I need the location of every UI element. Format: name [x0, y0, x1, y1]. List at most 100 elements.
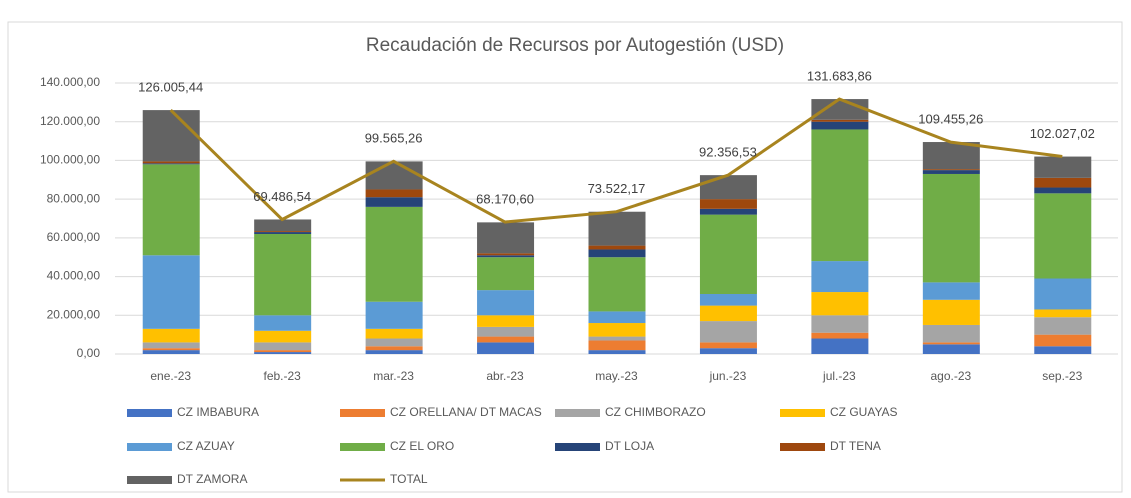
bar-segment — [811, 332, 869, 339]
data-label: 99.565,26 — [365, 131, 423, 146]
y-tick-label: 120.000,00 — [40, 114, 100, 128]
bar-segment — [699, 214, 757, 294]
bar-segment — [588, 245, 646, 250]
bar-segment — [142, 350, 200, 354]
x-tick-label: ene.-23 — [150, 369, 191, 383]
data-label: 69.486,54 — [253, 189, 311, 204]
legend-swatch — [555, 409, 600, 417]
bar-segment — [922, 342, 980, 345]
bar-segment — [588, 249, 646, 258]
bar-segment — [365, 197, 423, 207]
x-tick-label: feb.-23 — [263, 369, 301, 383]
bar-segment — [1034, 346, 1092, 354]
y-tick-label: 100.000,00 — [40, 153, 100, 167]
bar-segment — [254, 352, 312, 354]
bar-segment — [365, 328, 423, 339]
legend-label: CZ AZUAY — [177, 439, 235, 453]
bar-segment — [811, 338, 869, 354]
legend-swatch — [555, 443, 600, 451]
data-label: 131.683,86 — [807, 69, 872, 84]
legend-label: DT TENA — [830, 439, 881, 453]
bar-segment — [699, 208, 757, 215]
bar-segment — [699, 342, 757, 349]
legend-swatch — [780, 409, 825, 417]
bar-segment — [1034, 156, 1092, 178]
legend-label: CZ GUAYAS — [830, 405, 898, 419]
x-tick-label: mar.-23 — [373, 369, 414, 383]
bar-segment — [142, 110, 200, 162]
bar-segment — [365, 189, 423, 198]
bar-segment — [811, 315, 869, 333]
bar-segment — [365, 161, 423, 190]
y-tick-label: 20.000,00 — [47, 307, 101, 321]
bar-segment — [588, 336, 646, 341]
bar-segment — [588, 311, 646, 324]
bar-segment — [922, 324, 980, 343]
bar-segment — [142, 342, 200, 349]
bar-segment — [699, 175, 757, 200]
bar-segment — [254, 219, 312, 232]
bar-segment — [699, 199, 757, 209]
y-tick-label: 40.000,00 — [47, 269, 101, 283]
bar-segment — [1034, 334, 1092, 347]
bar-segment — [142, 163, 200, 165]
bar-segment — [588, 257, 646, 312]
legend-label: CZ EL ORO — [390, 439, 454, 453]
y-tick-label: 80.000,00 — [47, 191, 101, 205]
y-tick-label: 140.000,00 — [40, 75, 100, 89]
legend-label: TOTAL — [390, 472, 428, 486]
legend-swatch — [127, 443, 172, 451]
bar-segment — [477, 290, 535, 316]
data-label: 102.027,02 — [1030, 126, 1095, 141]
bar-segment — [811, 119, 869, 122]
total-line — [169, 97, 1063, 224]
bar-segment — [477, 315, 535, 327]
bar-segment — [142, 328, 200, 343]
legend-swatch — [780, 443, 825, 451]
legend-label: DT LOJA — [605, 439, 654, 453]
bar-segment — [1034, 187, 1092, 194]
legend-swatch — [340, 409, 385, 417]
data-label: 73.522,17 — [588, 181, 646, 196]
bar-segment — [365, 346, 423, 351]
bar-segment — [477, 342, 535, 354]
bar-segment — [254, 233, 312, 316]
bar-segment — [922, 282, 980, 300]
bar-segment — [477, 222, 535, 254]
bar-segment — [811, 99, 869, 120]
legend-label: CZ IMBABURA — [177, 405, 259, 419]
y-tick-label: 60.000,00 — [47, 230, 101, 244]
bar-segment — [811, 292, 869, 316]
bar-segment — [365, 350, 423, 354]
chart-title: Recaudación de Recursos por Autogestión … — [366, 35, 784, 56]
bar-segment — [588, 323, 646, 337]
bar-segment — [699, 348, 757, 354]
x-tick-label: jun.-23 — [709, 369, 747, 383]
bar-segment — [365, 301, 423, 329]
bar-segment — [811, 129, 869, 262]
bar-segment — [922, 299, 980, 325]
data-label: 68.170,60 — [476, 191, 534, 206]
bar-segment — [922, 173, 980, 283]
legend-swatch — [127, 409, 172, 417]
bar-segment — [142, 164, 200, 256]
bar-segment — [254, 350, 312, 353]
bar-segment — [142, 161, 200, 164]
bar-segment — [254, 315, 312, 331]
bar-segment — [142, 348, 200, 351]
bar-segment — [922, 344, 980, 354]
x-tick-label: ago.-23 — [930, 369, 971, 383]
bar-segment — [254, 231, 312, 233]
bar-segment — [588, 211, 646, 246]
x-tick-label: jul.-23 — [822, 369, 856, 383]
legend-swatch — [340, 443, 385, 451]
bar-segment — [1034, 317, 1092, 335]
bar-segment — [1034, 177, 1092, 188]
legend-label: CZ CHIMBORAZO — [605, 405, 706, 419]
bar-segment — [922, 142, 980, 170]
bar-segment — [922, 170, 980, 174]
data-label: 109.455,26 — [918, 112, 983, 127]
bar-segment — [1034, 278, 1092, 310]
bar-segment — [365, 206, 423, 302]
